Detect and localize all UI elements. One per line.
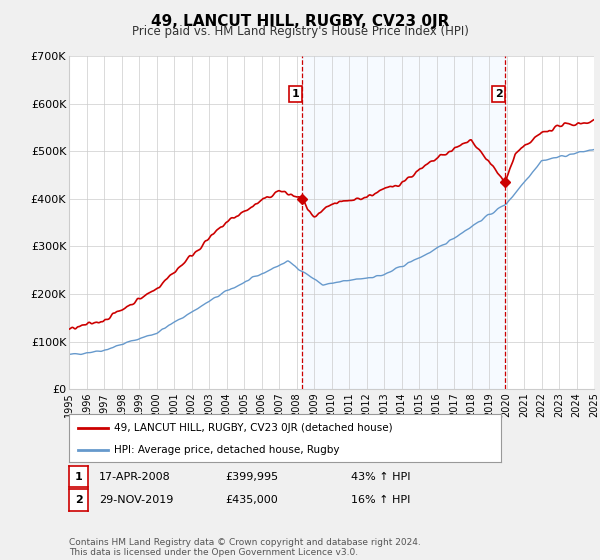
Text: Price paid vs. HM Land Registry's House Price Index (HPI): Price paid vs. HM Land Registry's House …	[131, 25, 469, 38]
Text: £435,000: £435,000	[225, 495, 278, 505]
Text: 49, LANCUT HILL, RUGBY, CV23 0JR (detached house): 49, LANCUT HILL, RUGBY, CV23 0JR (detach…	[115, 423, 393, 433]
Text: 1: 1	[75, 472, 82, 482]
Bar	[302, 56, 505, 389]
Text: 16% ↑ HPI: 16% ↑ HPI	[351, 495, 410, 505]
Text: Contains HM Land Registry data © Crown copyright and database right 2024.
This d: Contains HM Land Registry data © Crown c…	[69, 538, 421, 557]
Text: 2: 2	[75, 495, 82, 505]
Text: 49, LANCUT HILL, RUGBY, CV23 0JR: 49, LANCUT HILL, RUGBY, CV23 0JR	[151, 14, 449, 29]
Text: 1: 1	[292, 89, 299, 99]
Text: 2: 2	[495, 89, 502, 99]
Text: £399,995: £399,995	[225, 472, 278, 482]
Text: 43% ↑ HPI: 43% ↑ HPI	[351, 472, 410, 482]
Text: 17-APR-2008: 17-APR-2008	[99, 472, 171, 482]
Text: 29-NOV-2019: 29-NOV-2019	[99, 495, 173, 505]
Text: HPI: Average price, detached house, Rugby: HPI: Average price, detached house, Rugb…	[115, 445, 340, 455]
